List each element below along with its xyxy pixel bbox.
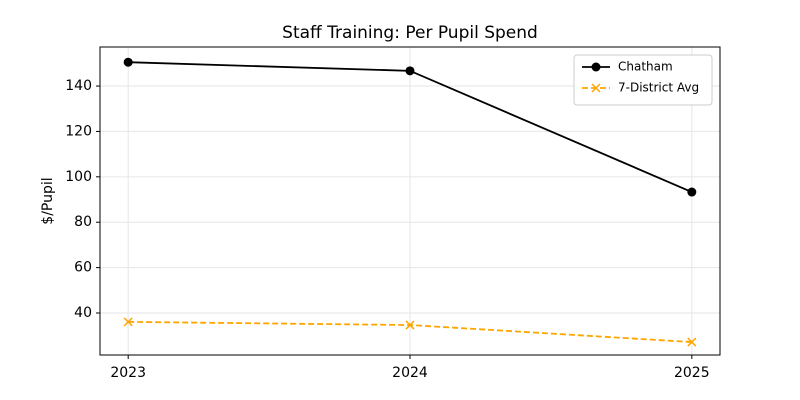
y-tick-label: 40 [74,305,92,321]
marker [687,187,697,197]
x-tick-label: 2023 [110,365,146,381]
marker [123,317,133,327]
marker [405,320,415,330]
legend-label: Chatham [618,60,673,74]
y-tick-label: 60 [74,260,92,276]
legend-label: 7-District Avg [618,81,699,95]
x-tick-label: 2025 [674,365,710,381]
y-tick-label: 80 [74,214,92,230]
x-tick-label: 2024 [392,365,428,381]
chart-title: Staff Training: Per Pupil Spend [282,23,538,43]
y-tick-label: 140 [65,78,92,94]
y-tick-label: 120 [65,123,92,139]
marker [123,57,133,67]
y-axis-label: $/Pupil [40,177,56,224]
plot-frame [99,46,721,356]
y-tick-label: 100 [65,169,92,185]
legend-marker [591,83,601,93]
marker [687,337,697,347]
marker [405,66,415,76]
legend-marker [591,62,601,72]
